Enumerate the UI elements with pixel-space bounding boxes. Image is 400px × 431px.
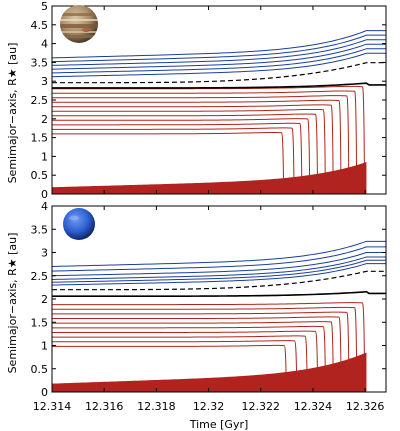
- y-tick-label: 0.5: [31, 363, 49, 376]
- y-tick-label: 2.5: [31, 94, 49, 107]
- y-tick-label: 1.5: [31, 316, 49, 329]
- y-axis-label-top: Semimajor−axis, R★ [au]: [6, 43, 19, 184]
- y-axis-label-bottom: Semimajor−axis, R★ [au]: [6, 233, 19, 374]
- x-tick-label: 12.324: [294, 400, 333, 413]
- stellar-radius-area: [52, 352, 366, 392]
- critical-orbit-track: [52, 292, 386, 296]
- surviving-planet-track: [52, 241, 386, 266]
- y-tick-label: 2: [41, 293, 48, 306]
- dashed-orbit-track: [52, 271, 386, 289]
- y-tick-label: 1.5: [31, 132, 49, 145]
- engulfed-planet-track: [52, 128, 294, 177]
- y-tick-label: 2: [41, 113, 48, 126]
- surviving-planet-track: [52, 253, 386, 276]
- y-tick-label: 2.5: [31, 270, 49, 283]
- y-tick-label: 4: [41, 38, 48, 51]
- x-tick-label: 12.314: [33, 400, 72, 413]
- stellar-radius-area: [52, 162, 366, 194]
- engulfed-planet-track: [52, 345, 286, 372]
- y-tick-label: 3: [41, 75, 48, 88]
- x-tick-label: 12.326: [346, 400, 385, 413]
- y-tick-label: 3.5: [31, 56, 49, 69]
- y-tick-label: 0: [41, 386, 48, 399]
- x-axis-label: Time [Gyr]: [189, 418, 249, 431]
- engulfed-planet-track: [52, 119, 310, 176]
- x-tick-label: 12.32: [193, 400, 225, 413]
- x-tick-label: 12.318: [137, 400, 176, 413]
- y-tick-label: 0.5: [31, 169, 49, 182]
- y-tick-label: 3: [41, 247, 48, 260]
- engulfed-planet-track: [52, 133, 283, 179]
- y-tick-label: 5: [41, 0, 48, 13]
- engulfed-planet-track: [52, 100, 341, 169]
- y-tick-label: 1: [41, 340, 48, 353]
- y-tick-label: 1: [41, 150, 48, 163]
- neptune-icon: [63, 208, 95, 240]
- engulfed-planet-track: [52, 105, 333, 172]
- critical-orbit-track: [52, 83, 386, 88]
- x-tick-label: 12.322: [242, 400, 281, 413]
- x-tick-label: 12.316: [85, 400, 124, 413]
- y-tick-label: 4.5: [31, 19, 49, 32]
- engulfed-planet-track: [52, 123, 302, 176]
- y-tick-label: 4: [41, 200, 48, 213]
- jupiter-icon: [58, 5, 100, 43]
- y-tick-label: 3.5: [31, 223, 49, 236]
